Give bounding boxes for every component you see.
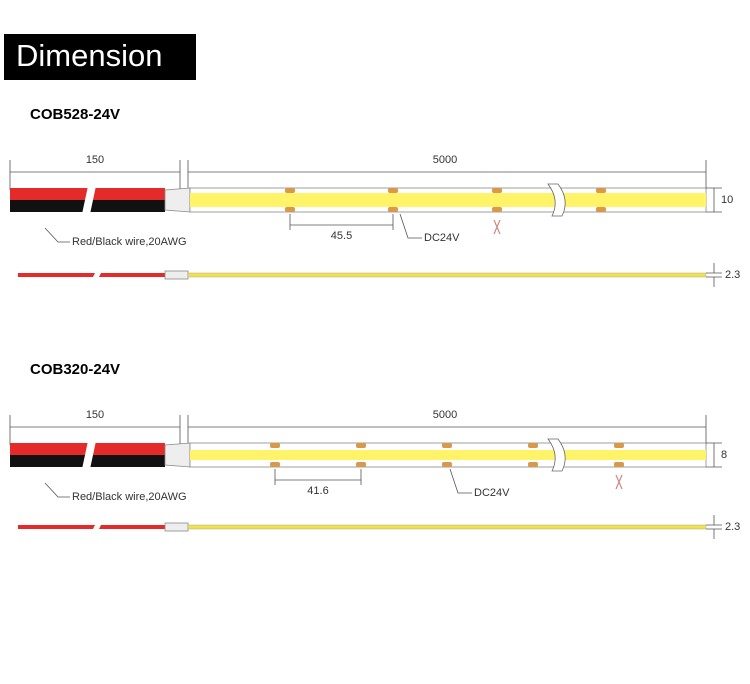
connector — [164, 442, 191, 468]
pad — [596, 188, 606, 193]
wire-length: 150 — [86, 409, 104, 421]
header-box — [4, 34, 196, 80]
strip-length: 5000 — [433, 409, 457, 421]
pad — [492, 188, 502, 193]
wire-break — [82, 186, 96, 214]
side-connector — [164, 522, 189, 532]
strip-width: 8 — [721, 449, 727, 461]
pad — [442, 462, 452, 467]
dim-line — [9, 415, 707, 445]
section-title: COB528-24V — [30, 106, 120, 123]
pad — [270, 443, 280, 448]
pad — [614, 443, 624, 448]
side-strip — [187, 524, 707, 530]
scissors — [615, 474, 623, 490]
dim-line — [9, 160, 707, 190]
side-connector — [164, 270, 189, 280]
pad — [270, 462, 280, 467]
wire-break — [82, 441, 96, 469]
wire-note: Red/Black wire,20AWG — [72, 236, 187, 248]
pad — [388, 207, 398, 212]
thickness: 2.3 — [725, 521, 740, 533]
dim-line — [706, 187, 722, 213]
wire-break — [92, 271, 102, 279]
led-band — [190, 450, 706, 460]
pad — [285, 188, 295, 193]
dim-line — [706, 442, 722, 468]
side-strip — [187, 272, 707, 278]
pad — [528, 443, 538, 448]
pad — [356, 462, 366, 467]
wire-length: 150 — [86, 154, 104, 166]
wire-break — [92, 523, 102, 531]
strip-length: 5000 — [433, 154, 457, 166]
dim-line — [706, 263, 722, 287]
side-wire — [18, 273, 165, 277]
dim-line — [706, 515, 722, 539]
leader — [399, 213, 422, 239]
pad — [285, 207, 295, 212]
side-wire — [18, 525, 165, 529]
pad — [356, 443, 366, 448]
voltage: DC24V — [474, 487, 510, 499]
pad — [614, 462, 624, 467]
dim-line — [289, 214, 394, 230]
pad — [442, 443, 452, 448]
scissors — [493, 219, 501, 235]
strip-width: 10 — [721, 194, 733, 206]
pad — [388, 188, 398, 193]
cut-length: 41.6 — [307, 485, 328, 497]
voltage: DC24V — [424, 232, 460, 244]
strip-break — [547, 438, 566, 472]
leader — [449, 468, 472, 494]
leader — [44, 482, 70, 498]
connector — [164, 187, 191, 213]
leader — [44, 227, 70, 243]
thickness: 2.3 — [725, 269, 740, 281]
strip-break — [547, 183, 566, 217]
section-title: COB320-24V — [30, 361, 120, 378]
dim-line — [274, 469, 362, 485]
cut-length: 45.5 — [331, 230, 352, 242]
led-band — [190, 193, 706, 207]
pad — [596, 207, 606, 212]
wire-note: Red/Black wire,20AWG — [72, 491, 187, 503]
header-title: Dimension — [16, 38, 162, 73]
pad — [528, 462, 538, 467]
pad — [492, 207, 502, 212]
